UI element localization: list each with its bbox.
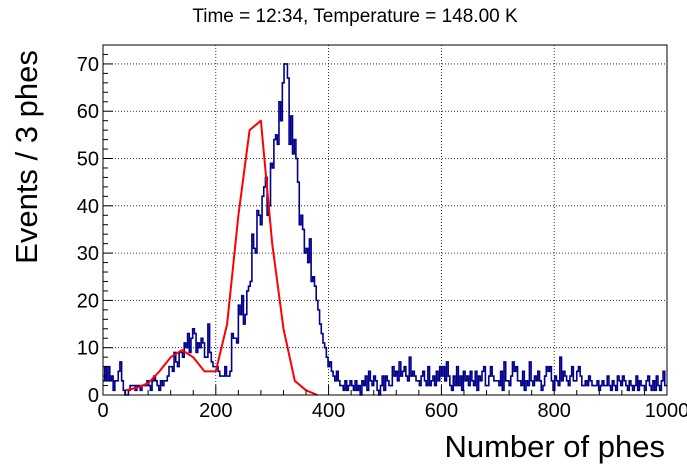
histogram-bars [103,63,667,396]
plot-frame [102,44,668,396]
x-tick-label-600: 600 [425,400,458,422]
grid-lines [103,45,667,395]
x-tick-label-200: 200 [199,400,232,422]
y-tick-label-0: 0 [88,385,99,407]
x-tick-labels: 0 200 400 600 800 1000 [97,400,687,422]
y-tick-label-30: 30 [77,243,99,265]
axes-ticks [102,44,668,396]
histogram-series [103,63,667,396]
x-axis-label: Number of phes [444,429,665,464]
y-tick-label-10: 10 [77,338,99,360]
fit-curves [125,119,318,396]
y-tick-label-50: 50 [77,149,99,171]
chart-title: Time = 12:34, Temperature = 148.00 K [192,6,518,27]
x-tick-label-1000: 1000 [645,400,687,422]
x-tick-label-800: 800 [538,400,571,422]
y-tick-labels: 0 10 20 30 40 50 60 70 [77,54,99,407]
fit-curve [125,119,318,396]
y-axis-label: Events / 3 phes [9,50,44,264]
y-tick-label-40: 40 [77,196,99,218]
y-tick-label-60: 60 [77,101,99,123]
x-tick-label-0: 0 [97,400,108,422]
y-tick-label-70: 70 [77,54,99,76]
x-tick-label-400: 400 [312,400,345,422]
y-tick-label-20: 20 [77,290,99,312]
